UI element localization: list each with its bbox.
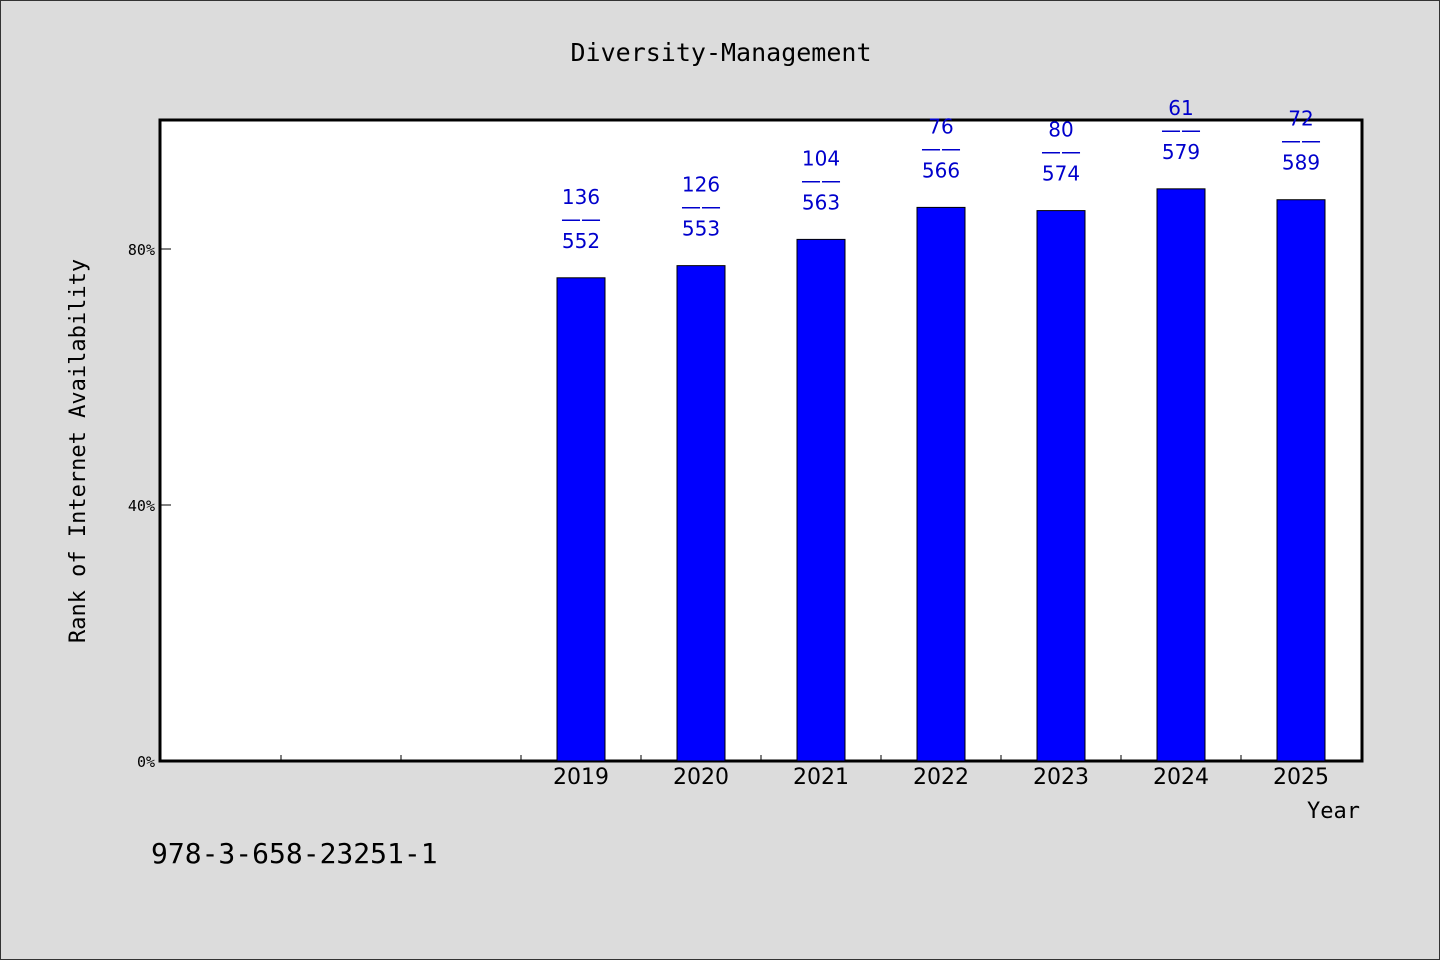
x-tick-label-2023: 2023 (1033, 765, 1089, 790)
data-label-2024-sep: —— (1161, 118, 1201, 142)
y-axis-label: Rank of Internet Availability (66, 259, 91, 643)
data-label-2020-bottom: 553 (682, 217, 720, 241)
data-label-2021-bottom: 563 (802, 190, 840, 214)
data-label-2025-top: 72 (1288, 107, 1313, 131)
data-label-2024-top: 61 (1168, 96, 1193, 120)
x-axis-label: Year (1307, 799, 1360, 824)
y-tick-label-0: 0% (137, 753, 155, 771)
chart-title: Diversity-Management (570, 38, 871, 67)
data-label-2019-top: 136 (562, 185, 600, 209)
data-label-2023-sep: —— (1041, 140, 1081, 164)
bar-group (556, 188, 1326, 762)
bar-2022 (916, 206, 966, 762)
footer-code: 978-3-658-23251-1 (151, 837, 438, 870)
y-tick-label-1: 40% (128, 497, 155, 515)
x-tick-label-2021: 2021 (793, 765, 849, 790)
data-label-2020-sep: —— (681, 195, 721, 219)
bar-2025 (1276, 199, 1326, 762)
bar-2024 (1156, 188, 1206, 762)
data-label-2021-sep: —— (801, 168, 841, 192)
x-tick-label-2019: 2019 (553, 765, 609, 790)
x-tick-label-2022: 2022 (913, 765, 969, 790)
data-label-2023-top: 80 (1048, 118, 1073, 142)
bar-2023 (1036, 210, 1086, 762)
data-label-2024-bottom: 579 (1162, 140, 1200, 164)
x-tick-label-2024: 2024 (1153, 765, 1209, 790)
data-label-2021-top: 104 (802, 146, 840, 170)
x-axis-ticks: 2019 2020 2021 2022 2023 2024 2025 (280, 755, 1329, 790)
data-label-2020-top: 126 (682, 173, 720, 197)
y-tick-label-2: 80% (128, 241, 155, 259)
y-axis-ticks: 0% 40% 80% (128, 241, 171, 771)
data-label-2022-top: 76 (928, 114, 953, 138)
data-label-2019-sep: —— (561, 207, 601, 231)
data-label-2022-bottom: 566 (922, 158, 960, 182)
data-label-2025-sep: —— (1281, 129, 1321, 153)
data-label-2025-bottom: 589 (1282, 151, 1320, 175)
x-tick-label-2020: 2020 (673, 765, 729, 790)
bar-2021 (796, 238, 846, 762)
data-label-2022-sep: —— (921, 136, 961, 160)
data-label-2019-bottom: 552 (562, 229, 600, 253)
data-label-2023-bottom: 574 (1042, 162, 1080, 186)
bar-2019 (556, 277, 606, 762)
bar-2020 (676, 265, 726, 762)
x-tick-label-2025: 2025 (1273, 765, 1329, 790)
